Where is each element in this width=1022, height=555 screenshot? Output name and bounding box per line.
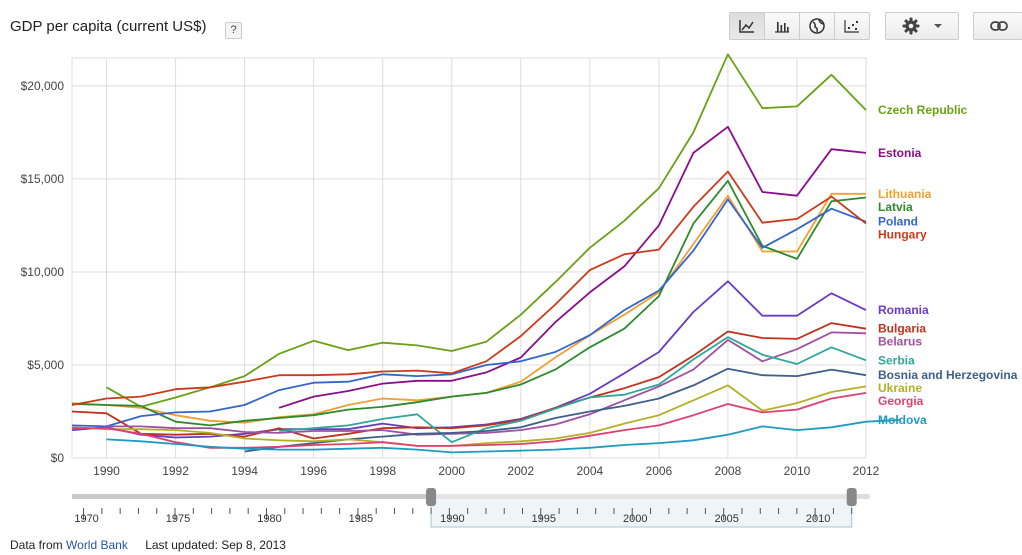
chart-series bbox=[71, 53, 901, 454]
page-title: GDP per capita (current US$) bbox=[10, 18, 207, 35]
bar-chart-button[interactable] bbox=[765, 13, 800, 39]
navigator-label: 1985 bbox=[349, 513, 373, 525]
x-tick-label: 2012 bbox=[853, 464, 880, 478]
chevron-down-icon bbox=[934, 24, 942, 28]
settings-dropdown[interactable] bbox=[885, 12, 959, 40]
navigator-track-left bbox=[72, 494, 432, 499]
series-line-belarus[interactable] bbox=[106, 331, 867, 436]
y-tick-label: $15,000 bbox=[21, 172, 65, 186]
navigator-selection[interactable] bbox=[430, 496, 853, 528]
series-line-georgia[interactable] bbox=[72, 392, 867, 449]
series-line-hungary[interactable] bbox=[71, 170, 867, 406]
time-navigator[interactable]: 1970 1975 1980 1985 1990 1995 2000 2005 2010 bbox=[72, 488, 870, 528]
navigator-label: 1990 bbox=[440, 513, 464, 525]
navigator-label: 2010 bbox=[806, 513, 830, 525]
series-line-moldova[interactable] bbox=[106, 419, 901, 454]
legend-label: Belarus bbox=[878, 335, 922, 349]
scatter-chart-button[interactable] bbox=[835, 13, 869, 39]
y-tick-label: $10,000 bbox=[21, 265, 65, 279]
legend-label: Latvia bbox=[878, 200, 913, 214]
legend-label: Georgia bbox=[878, 394, 924, 408]
series-line-estonia[interactable] bbox=[278, 125, 867, 409]
share-link-button[interactable] bbox=[973, 12, 1022, 40]
x-tick-label: 2002 bbox=[507, 464, 534, 478]
chart-type-toolbar bbox=[729, 12, 870, 40]
last-updated: Last updated: Sep 8, 2013 bbox=[145, 538, 286, 552]
y-tick-label: $0 bbox=[51, 451, 65, 465]
x-tick-label: 2006 bbox=[646, 464, 673, 478]
series-line-ukraine[interactable] bbox=[71, 384, 867, 447]
footer: Data from World Bank Last updated: Sep 8… bbox=[10, 538, 286, 552]
series-line-bulgaria[interactable] bbox=[71, 322, 867, 440]
x-tick-label: 2004 bbox=[576, 464, 603, 478]
legend-label: Romania bbox=[878, 303, 929, 317]
navigator-track-selected bbox=[431, 494, 852, 499]
legend-label: Czech Republic bbox=[878, 103, 968, 117]
source-link[interactable]: World Bank bbox=[66, 538, 128, 552]
x-tick-label: 1992 bbox=[162, 464, 189, 478]
legend-label: Moldova bbox=[878, 413, 927, 427]
x-tick-label: 1994 bbox=[231, 464, 258, 478]
series-line-latvia[interactable] bbox=[71, 179, 867, 427]
series-line-czech-republic[interactable] bbox=[106, 53, 867, 408]
navigator-label: 2000 bbox=[623, 513, 647, 525]
legend-label: Ukraine bbox=[878, 381, 922, 395]
line-chart-button[interactable] bbox=[730, 13, 765, 39]
legend-label: Poland bbox=[878, 215, 918, 229]
map-button[interactable] bbox=[800, 13, 835, 39]
series-line-romania[interactable] bbox=[71, 280, 867, 439]
x-tick-label: 1998 bbox=[369, 464, 396, 478]
navigator-label: 1995 bbox=[532, 513, 556, 525]
chart-gridlines bbox=[71, 57, 867, 459]
y-tick-label: $5,000 bbox=[27, 358, 64, 372]
x-tick-label: 2000 bbox=[438, 464, 465, 478]
bar-chart-icon bbox=[775, 22, 789, 33]
legend-label: Hungary bbox=[878, 228, 927, 242]
link-icon bbox=[989, 21, 1008, 31]
footer-prefix: Data from bbox=[10, 538, 63, 552]
navigator-handle-right[interactable] bbox=[846, 488, 857, 506]
x-axis: 1990 1992 1994 1996 1998 2000 2002 2004 2006 2008… bbox=[93, 464, 879, 478]
legend-label: Bosnia and Herzegovina bbox=[878, 368, 1018, 382]
y-axis: $0 $5,000 $10,000 $15,000 $20,000 bbox=[21, 79, 65, 465]
navigator-label: 2005 bbox=[714, 513, 738, 525]
x-tick-label: 2008 bbox=[715, 464, 742, 478]
gear-icon bbox=[902, 17, 920, 35]
chart-legend: Czech Republic Estonia LithuaniaLatviaPola… bbox=[878, 103, 1018, 427]
help-button[interactable]: ? bbox=[225, 22, 242, 39]
y-tick-label: $20,000 bbox=[21, 79, 65, 93]
navigator-label: 1970 bbox=[74, 513, 98, 525]
series-line-poland[interactable] bbox=[71, 198, 867, 428]
plot-frame bbox=[71, 57, 867, 459]
navigator-label: 1980 bbox=[257, 513, 281, 525]
x-tick-label: 1996 bbox=[300, 464, 327, 478]
legend-label: Lithuania bbox=[878, 187, 932, 201]
x-tick-label: 1990 bbox=[93, 464, 120, 478]
line-chart-icon bbox=[739, 20, 754, 33]
line-chart: $0$5,000$10,000$15,000$20,000 1990 1992 19… bbox=[21, 53, 1018, 528]
map-icon bbox=[809, 18, 825, 34]
legend-label: Estonia bbox=[878, 146, 922, 160]
x-tick-label: 2010 bbox=[784, 464, 811, 478]
navigator-label: 1975 bbox=[166, 513, 190, 525]
navigator-handle-left[interactable] bbox=[426, 488, 437, 506]
legend-label: Serbia bbox=[878, 353, 915, 367]
legend-label: Bulgaria bbox=[878, 322, 926, 336]
scatter-chart-icon bbox=[844, 20, 859, 33]
series-line-serbia[interactable] bbox=[279, 336, 867, 444]
